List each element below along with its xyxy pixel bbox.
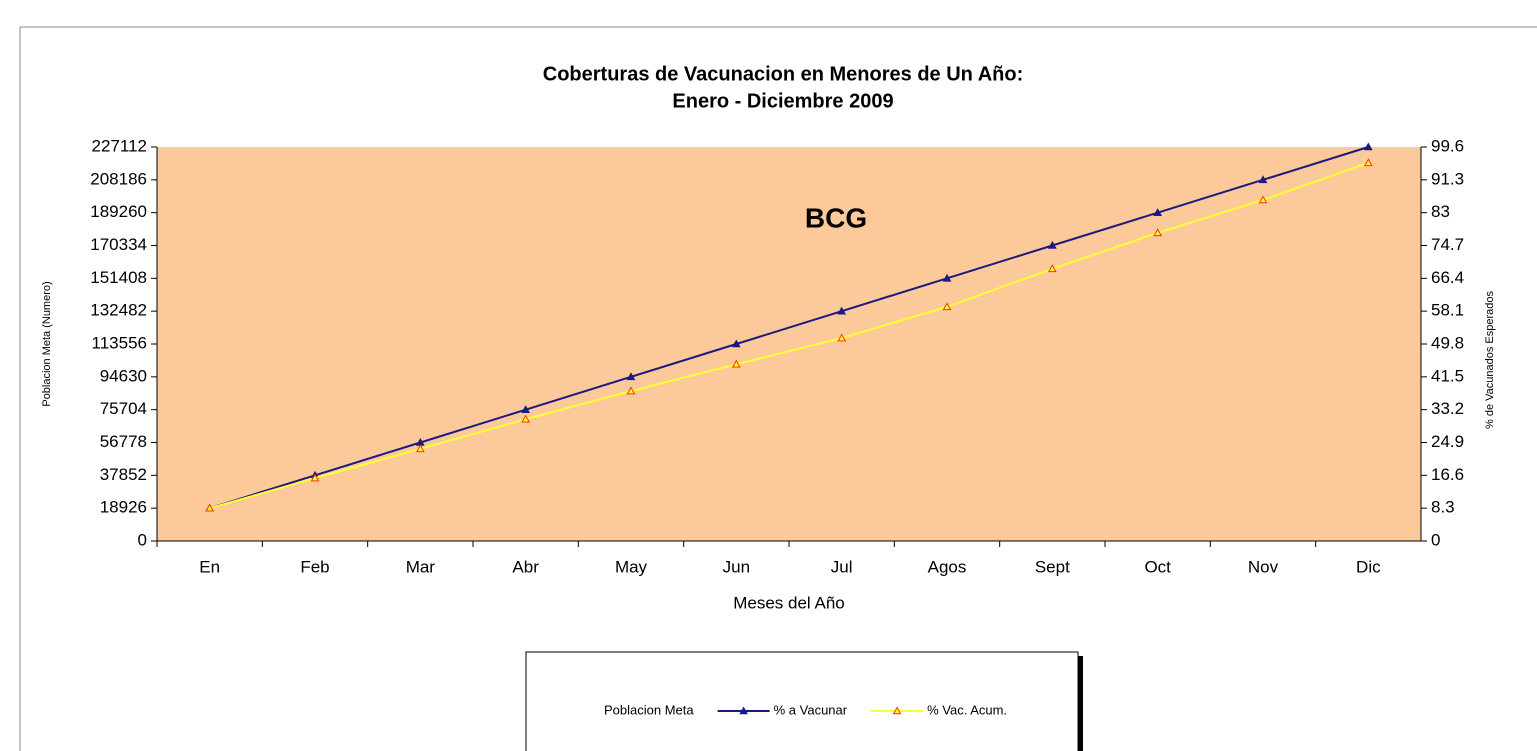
marker (1153, 228, 1163, 237)
y2-tick-label: 16.6 (1431, 465, 1464, 484)
y-tick-label: 208186 (90, 169, 147, 188)
legend-label: Poblacion Meta (604, 702, 694, 717)
marker (1258, 195, 1268, 204)
y2-tick-label: 58.1 (1431, 301, 1464, 320)
marker (1153, 208, 1163, 216)
series-line (209, 161, 1369, 510)
marker (837, 333, 847, 342)
y-tick-label: 94630 (100, 366, 147, 385)
legend (525, 651, 1079, 751)
marker (626, 386, 636, 395)
x-tick-label: May (615, 557, 648, 576)
y-tick-label: 18926 (100, 498, 147, 517)
y2-axis-label: % de Vacunados Esperados (1484, 291, 1496, 429)
x-tick-label: Nov (1248, 557, 1279, 576)
marker (1047, 264, 1057, 273)
legend-marker (739, 706, 748, 715)
y2-tick-label: 41.5 (1431, 366, 1464, 385)
plot-area (157, 147, 1421, 541)
x-tick-label: En (199, 557, 220, 576)
marker (837, 306, 847, 315)
y-tick-label: 75704 (100, 399, 147, 418)
legend-label: % Vac. Acum. (927, 702, 1007, 717)
y2-tick-label: 91.3 (1431, 169, 1464, 188)
y-tick-label: 132482 (90, 301, 147, 320)
y2-tick-label: 99.6 (1431, 136, 1464, 155)
marker (1363, 142, 1373, 151)
y-tick-label: 37852 (100, 465, 147, 484)
marker (205, 503, 215, 512)
x-tick-label: Sept (1035, 557, 1070, 576)
marker (1047, 240, 1057, 249)
marker (731, 339, 741, 348)
marker (942, 273, 952, 282)
y2-tick-label: 66.4 (1431, 268, 1464, 287)
marker (1363, 158, 1373, 167)
y-tick-label: 189260 (90, 202, 147, 221)
y2-tick-label: 33.2 (1431, 399, 1464, 418)
marker (626, 372, 636, 381)
marker (521, 414, 531, 423)
x-tick-label: Jun (723, 557, 750, 576)
marker (731, 359, 741, 368)
y-tick-label: 170334 (90, 235, 147, 254)
legend-label: % a Vacunar (774, 702, 848, 717)
x-axis-label: Meses del Año (733, 593, 845, 612)
y2-tick-label: 74.7 (1431, 235, 1464, 254)
y2-tick-label: 83 (1431, 202, 1450, 221)
chart-subtitle: Enero - Diciembre 2009 (672, 90, 893, 112)
chart-title: Coberturas de Vacunacion en Menores de U… (543, 63, 1023, 85)
series-line (209, 146, 1369, 510)
y-tick-label: 151408 (90, 268, 147, 287)
y2-tick-label: 49.8 (1431, 333, 1464, 352)
x-tick-label: Oct (1144, 557, 1171, 576)
x-tick-label: Abr (512, 557, 539, 576)
marker (310, 473, 320, 482)
y2-tick-label: 8.3 (1431, 498, 1455, 517)
x-tick-label: Mar (406, 557, 436, 576)
y-tick-label: 227112 (92, 136, 147, 155)
marker (942, 302, 952, 311)
y-axis-label: Poblacion Meta (Numero) (41, 281, 53, 406)
y-tick-label: 0 (138, 530, 147, 549)
y-tick-label: 56778 (100, 432, 147, 451)
y-tick-label: 113556 (92, 333, 147, 352)
marker (521, 405, 531, 413)
x-tick-label: Dic (1356, 557, 1381, 576)
y2-tick-label: 24.9 (1431, 432, 1464, 451)
marker (1258, 175, 1268, 184)
x-tick-label: Jul (831, 557, 853, 576)
marker (415, 444, 425, 453)
legend-marker (892, 706, 902, 715)
x-tick-label: Feb (300, 557, 329, 576)
x-tick-label: Agos (928, 557, 967, 576)
annotation: BCG (805, 202, 867, 233)
y2-tick-label: 0 (1431, 530, 1440, 549)
